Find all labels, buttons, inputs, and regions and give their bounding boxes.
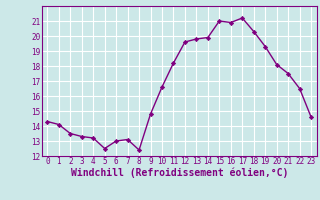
- X-axis label: Windchill (Refroidissement éolien,°C): Windchill (Refroidissement éolien,°C): [70, 168, 288, 178]
